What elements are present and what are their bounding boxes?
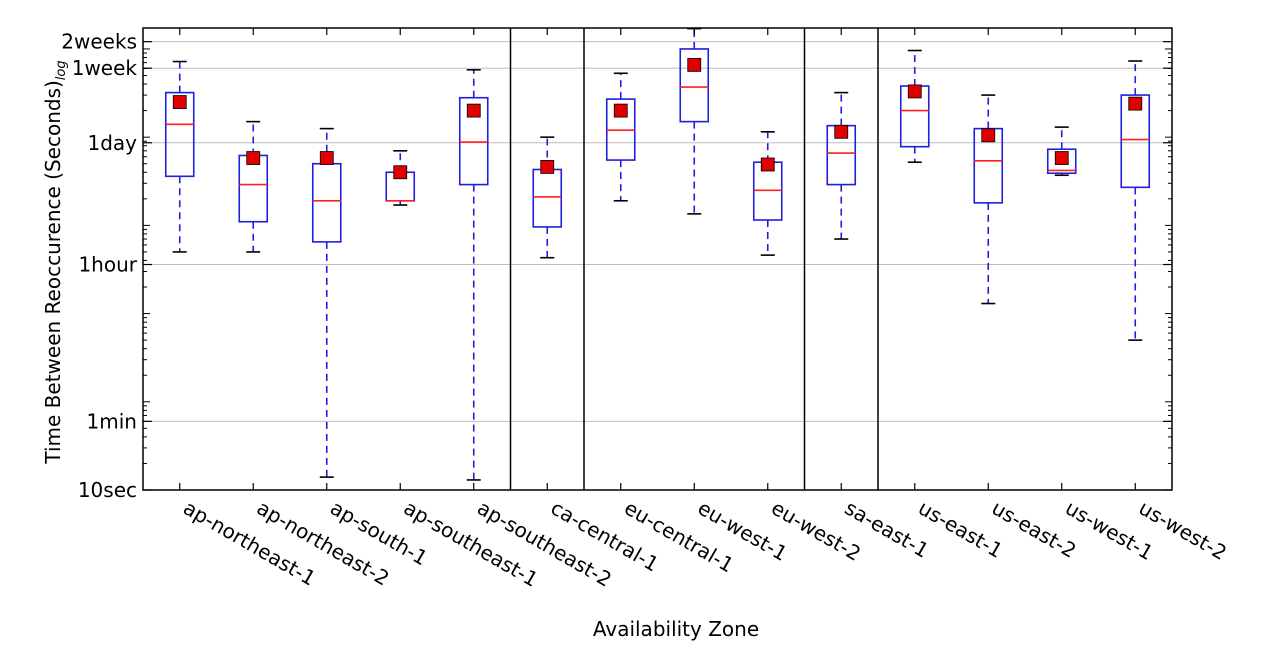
box-ca-central-1 [532,136,563,259]
interquartile-box [311,162,342,243]
interquartile-box [1046,148,1077,175]
mean-marker [687,57,702,72]
box-ap-northeast-2 [238,120,269,253]
box-series [164,27,1151,481]
interquartile-box [532,168,563,228]
box-eu-central-1 [605,72,636,202]
box-us-west-1 [1046,126,1077,177]
box-us-east-1 [899,49,930,164]
mean-marker [319,151,334,165]
y-tick-label: 2weeks [61,30,137,54]
y-tick-label: 1week [72,56,138,80]
group-separators [509,28,879,490]
interquartile-box [238,154,269,223]
y-axis-title: Time Between Reoccurence (Seconds)log [41,60,69,464]
mean-marker [834,124,849,139]
mean-marker [466,103,481,118]
y-axis-title-main: Time Between Reoccurence (Seconds) [41,80,65,464]
mean-marker [981,128,996,143]
y-gridlines [143,41,1172,491]
box-sa-east-1 [826,91,857,240]
mean-marker [172,95,187,109]
interquartile-box [164,91,195,178]
mean-marker [393,165,408,180]
interquartile-box [458,96,489,186]
mean-marker [1128,96,1143,111]
y-tick-label: 1hour [78,253,137,277]
x-axis-title: Availability Zone [593,617,759,641]
x-category-label: ap-northeast-1 [179,496,320,591]
mean-marker [540,160,555,174]
mean-marker [613,103,628,118]
plot-area-frame [142,27,1173,491]
x-axis-ticks [179,28,1136,490]
y-axis-title-subscript: log [54,60,69,80]
y-tick-label: 1min [87,409,137,433]
y-tick-label: 1day [87,131,137,155]
box-eu-west-2 [752,131,783,256]
box-ap-south-1 [311,127,342,478]
box-ap-northeast-1 [164,60,195,253]
mean-marker [246,151,261,165]
box-us-west-2 [1120,60,1151,341]
mean-marker [1054,151,1069,165]
box-ap-southeast-1 [385,150,416,206]
interquartile-box [1120,94,1151,189]
box-ap-southeast-2 [458,69,489,481]
mean-marker [760,157,775,172]
box-us-east-2 [973,94,1004,305]
x-axis-category-labels: ap-northeast-1ap-northeast-2ap-south-1ap… [179,496,1231,592]
interquartile-box [679,48,710,123]
y-tick-label: 10sec [78,478,137,502]
box-eu-west-1 [679,27,710,215]
mean-marker [907,84,922,99]
